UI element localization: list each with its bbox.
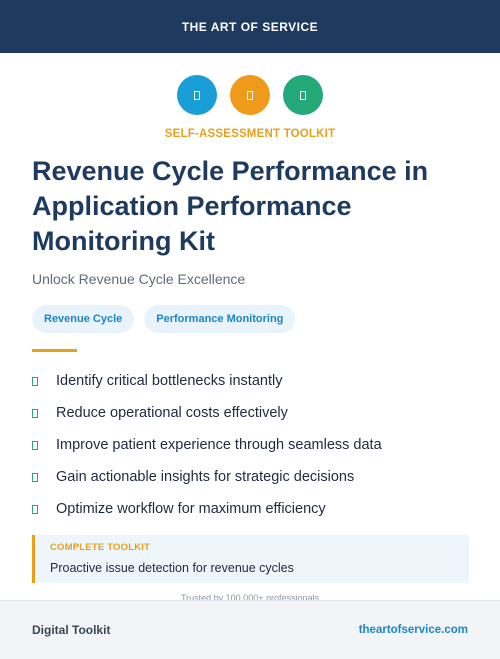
feature-item: Reduce operational costs effectively bbox=[32, 397, 472, 429]
feature-list: Identify critical bottlenecks instantly … bbox=[32, 365, 472, 525]
subtitle: Unlock Revenue Cycle Excellence bbox=[32, 271, 246, 287]
blue-circle-icon bbox=[177, 75, 217, 115]
check-icon bbox=[32, 472, 38, 482]
icon-row bbox=[0, 75, 500, 115]
footer-bar: Digital Toolkit theartofservice.com bbox=[0, 600, 500, 659]
kicker-label: SELF-ASSESSMENT TOOLKIT bbox=[164, 128, 336, 140]
callout-label: COMPLETE TOOLKIT bbox=[50, 542, 151, 553]
tag-list: Revenue Cycle Performance Monitoring bbox=[32, 305, 296, 333]
feature-item: Improve patient experience through seaml… bbox=[32, 429, 472, 461]
callout-text: Proactive issue detection for revenue cy… bbox=[50, 561, 294, 575]
glyph-icon bbox=[300, 90, 306, 100]
tag-performance-monitoring: Performance Monitoring bbox=[144, 305, 296, 333]
header-bar: THE ART OF SERVICE bbox=[0, 0, 500, 53]
accent-divider bbox=[32, 349, 77, 352]
website-link[interactable]: theartofservice.com bbox=[358, 624, 468, 636]
check-icon bbox=[32, 440, 38, 450]
trust-line: Trusted by 100,000+ professionals bbox=[180, 593, 319, 600]
green-circle-icon bbox=[283, 75, 323, 115]
feature-text: Optimize workflow for maximum efficiency bbox=[56, 501, 326, 517]
toolkit-callout: COMPLETE TOOLKIT Proactive issue detecti… bbox=[32, 535, 469, 583]
feature-item: Gain actionable insights for strategic d… bbox=[32, 461, 472, 493]
check-icon bbox=[32, 504, 38, 514]
feature-item: Optimize workflow for maximum efficiency bbox=[32, 493, 472, 525]
orange-circle-icon bbox=[230, 75, 270, 115]
feature-text: Reduce operational costs effectively bbox=[56, 405, 288, 421]
feature-text: Improve patient experience through seaml… bbox=[56, 437, 382, 453]
feature-item: Identify critical bottlenecks instantly bbox=[32, 365, 472, 397]
feature-text: Gain actionable insights for strategic d… bbox=[56, 469, 355, 485]
footer-label: Digital Toolkit bbox=[32, 623, 111, 637]
check-icon bbox=[32, 408, 38, 418]
page-title: Revenue Cycle Performance in Application… bbox=[32, 156, 429, 256]
tag-revenue-cycle: Revenue Cycle bbox=[32, 305, 135, 333]
feature-text: Identify critical bottlenecks instantly bbox=[56, 373, 283, 389]
brand-name: THE ART OF SERVICE bbox=[181, 19, 319, 34]
check-icon bbox=[32, 376, 38, 386]
glyph-icon bbox=[247, 90, 253, 100]
glyph-icon bbox=[194, 90, 200, 100]
